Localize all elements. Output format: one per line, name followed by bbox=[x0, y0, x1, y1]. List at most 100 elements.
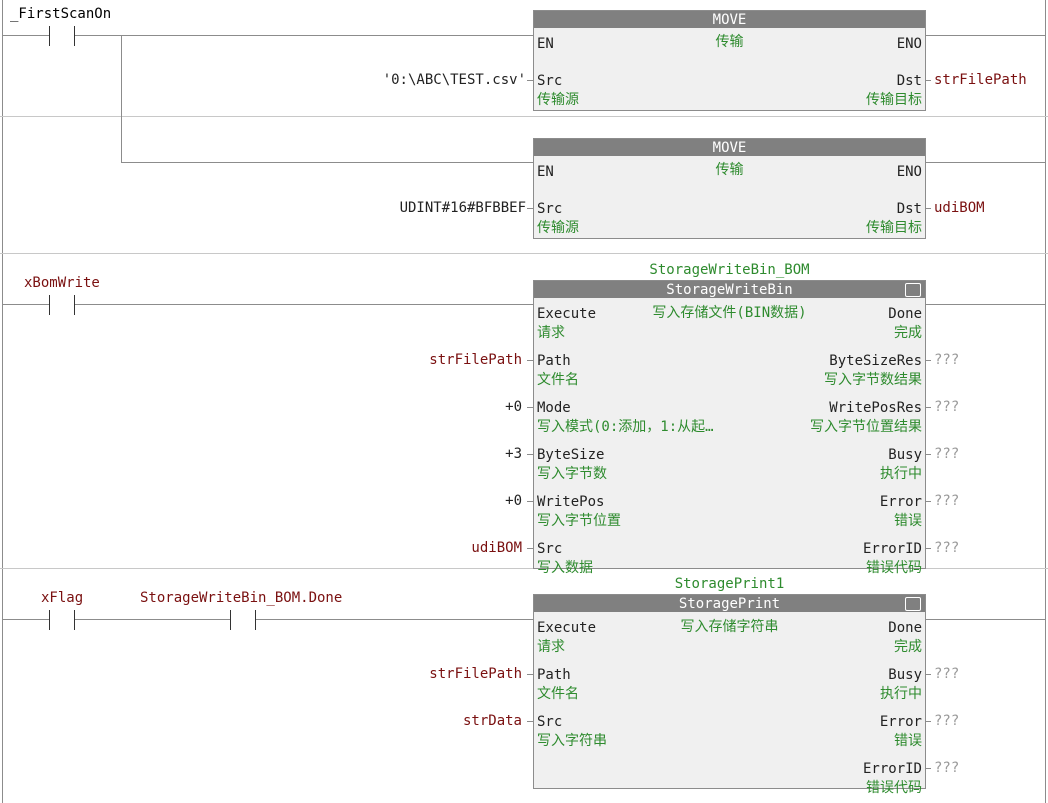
wire-branch bbox=[121, 35, 122, 163]
input-pin-comment: 文件名 bbox=[537, 372, 579, 388]
pin-stub bbox=[925, 454, 931, 455]
pin-stub bbox=[527, 721, 533, 722]
unassigned-output[interactable]: ??? bbox=[934, 760, 960, 776]
unassigned-output[interactable]: ??? bbox=[934, 540, 960, 556]
block-header: MOVE bbox=[534, 139, 925, 156]
unassigned-output[interactable]: ??? bbox=[934, 352, 960, 368]
pin-stub bbox=[925, 80, 931, 81]
input-pin-src: Src bbox=[537, 541, 563, 557]
input-variable[interactable]: strFilePath bbox=[429, 666, 522, 682]
unassigned-output[interactable]: ??? bbox=[934, 493, 960, 509]
move-block-1[interactable]: MOVE 传输 EN ENO Src 传输源 Dst 传输目标 bbox=[533, 10, 926, 111]
pin-src-comment: 传输源 bbox=[537, 92, 579, 108]
pin-stub bbox=[925, 768, 931, 769]
output-pin-comment: 错误 bbox=[894, 733, 922, 749]
contact-label-xflag: xFlag bbox=[41, 590, 84, 606]
output-pin-errorid: ErrorID bbox=[862, 541, 922, 557]
pin-stub bbox=[925, 360, 931, 361]
wire bbox=[925, 619, 1045, 620]
pin-stub bbox=[527, 208, 533, 209]
output-pin-writeposres: WritePosRes bbox=[829, 400, 922, 416]
output-pin-done: Done bbox=[888, 306, 922, 322]
wire bbox=[2, 304, 49, 305]
pin-stub bbox=[527, 80, 533, 81]
dst-variable[interactable]: strFilePath bbox=[934, 72, 1027, 88]
contact-xbomwrite[interactable] bbox=[49, 295, 75, 315]
pin-stub bbox=[527, 674, 533, 675]
output-pin-comment: 错误代码 bbox=[866, 560, 922, 576]
src-literal[interactable]: '0:\ABC\TEST.csv' bbox=[382, 72, 526, 88]
wire bbox=[2, 35, 49, 36]
output-pin-errorid: ErrorID bbox=[862, 761, 922, 777]
rung-separator bbox=[0, 253, 1048, 254]
fb-instance-name[interactable]: StoragePrint1 bbox=[674, 576, 785, 592]
unassigned-output[interactable]: ??? bbox=[934, 666, 960, 682]
pin-stub bbox=[925, 501, 931, 502]
output-pin-comment: 错误代码 bbox=[866, 780, 922, 796]
storagewritebin-block[interactable]: StorageWriteBin 写入存储文件(BIN数据) Execute 请求 P… bbox=[533, 280, 926, 576]
output-pin-busy: Busy bbox=[888, 447, 922, 463]
rung-separator bbox=[0, 568, 1048, 569]
fb-instance-name[interactable]: StorageWriteBin_BOM bbox=[649, 262, 810, 278]
pin-en: EN bbox=[537, 164, 554, 180]
unassigned-output[interactable]: ??? bbox=[934, 399, 960, 415]
input-variable[interactable]: strData bbox=[462, 713, 522, 729]
wire bbox=[121, 162, 534, 163]
input-variable[interactable]: +0 bbox=[505, 399, 522, 415]
output-pin-busy: Busy bbox=[888, 667, 922, 683]
wire bbox=[75, 619, 230, 620]
input-variable[interactable]: +3 bbox=[505, 446, 522, 462]
pin-dst-comment: 传输目标 bbox=[866, 220, 922, 236]
contact-xflag[interactable] bbox=[49, 610, 75, 630]
output-pin-error: Error bbox=[879, 714, 922, 730]
right-power-rail bbox=[1045, 0, 1046, 803]
pin-stub bbox=[527, 548, 533, 549]
input-pin-path: Path bbox=[537, 353, 571, 369]
input-variable[interactable]: strFilePath bbox=[429, 352, 522, 368]
pin-stub bbox=[527, 501, 533, 502]
input-pin-src: Src bbox=[537, 714, 563, 730]
src-literal[interactable]: UDINT#16#BFBBEF bbox=[399, 200, 526, 216]
pin-dst: Dst bbox=[896, 201, 922, 217]
unassigned-output[interactable]: ??? bbox=[934, 446, 960, 462]
wire bbox=[925, 162, 1045, 163]
input-pin-execute: Execute bbox=[537, 306, 597, 322]
move-block-2[interactable]: MOVE 传输 EN ENO Src 传输源 Dst 传输目标 bbox=[533, 138, 926, 239]
pin-stub bbox=[925, 407, 931, 408]
input-pin-comment: 写入字节数 bbox=[537, 466, 607, 482]
pin-dst: Dst bbox=[896, 73, 922, 89]
wire bbox=[256, 619, 534, 620]
input-pin-comment: 文件名 bbox=[537, 686, 579, 702]
input-variable[interactable]: udiBOM bbox=[471, 540, 522, 556]
contact-firstscanon[interactable] bbox=[49, 26, 75, 46]
unassigned-output[interactable]: ??? bbox=[934, 713, 960, 729]
dst-variable[interactable]: udiBOM bbox=[934, 200, 985, 216]
storageprint-block[interactable]: StoragePrint 写入存储字符串 Execute 请求 Path 文件名 Src… bbox=[533, 594, 926, 796]
input-pin-comment: 写入字节位置 bbox=[537, 513, 621, 529]
input-pin-bytesize: ByteSize bbox=[537, 447, 605, 463]
wire bbox=[2, 619, 49, 620]
block-header: MOVE bbox=[534, 11, 925, 28]
refresh-icon bbox=[905, 597, 921, 611]
pin-dst-comment: 传输目标 bbox=[866, 92, 922, 108]
pin-stub bbox=[925, 548, 931, 549]
input-variable[interactable]: +0 bbox=[505, 493, 522, 509]
block-header: StoragePrint bbox=[534, 595, 925, 612]
output-pin-comment: 错误 bbox=[894, 513, 922, 529]
pin-stub bbox=[925, 674, 931, 675]
output-pin-comment: 执行中 bbox=[880, 686, 922, 702]
wire bbox=[75, 35, 534, 36]
output-pin-comment: 写入字节数结果 bbox=[824, 372, 922, 388]
output-pin-comment: 完成 bbox=[894, 639, 922, 655]
left-power-rail bbox=[2, 0, 3, 803]
pin-src-comment: 传输源 bbox=[537, 220, 579, 236]
input-pin-comment: 请求 bbox=[537, 325, 565, 341]
output-pin-comment: 写入字节位置结果 bbox=[810, 419, 922, 435]
wire bbox=[925, 35, 1045, 36]
contact-label-xbomwrite: xBomWrite bbox=[24, 275, 100, 291]
pin-eno: ENO bbox=[896, 36, 922, 52]
input-pin-mode: Mode bbox=[537, 400, 571, 416]
block-subtitle: 写入存储字符串 bbox=[680, 619, 779, 635]
contact-storagewritebin-done[interactable] bbox=[230, 610, 256, 630]
contact-label-done: StorageWriteBin_BOM.Done bbox=[140, 590, 343, 606]
